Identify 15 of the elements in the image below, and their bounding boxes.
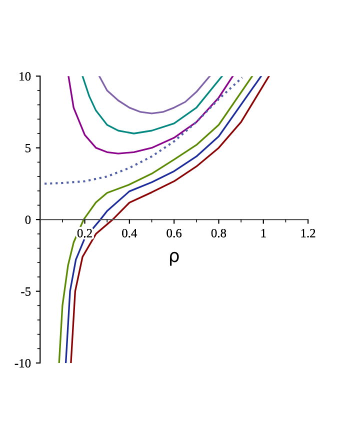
line-series bbox=[68, 76, 234, 154]
line-series bbox=[44, 76, 244, 185]
y-tick-label: 5 bbox=[26, 144, 31, 152]
x-tick-label: 1.2 bbox=[301, 228, 316, 238]
line-series bbox=[98, 76, 211, 114]
x-tick-label: 0.4 bbox=[122, 228, 138, 238]
y-tick-label: -5 bbox=[21, 287, 31, 296]
y-tick-label: 10 bbox=[20, 72, 31, 81]
x-tick-label: 1 bbox=[261, 229, 266, 238]
x-axis-title: ρ bbox=[170, 252, 179, 266]
x-tick-label: 0.6 bbox=[166, 228, 182, 238]
y-tick-label: 0 bbox=[25, 216, 31, 224]
line-series bbox=[82, 76, 223, 134]
x-tick-label: 0.8 bbox=[211, 228, 226, 238]
y-tick-label: -10 bbox=[14, 359, 31, 368]
